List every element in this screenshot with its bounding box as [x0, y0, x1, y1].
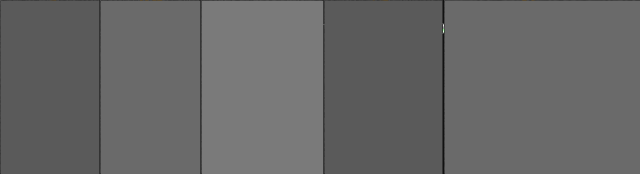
- Text: c): c): [206, 157, 218, 167]
- Text: ground truth: ground truth: [486, 23, 561, 36]
- Text: a): a): [4, 157, 17, 167]
- Text: e): e): [451, 157, 464, 167]
- Text: d): d): [328, 157, 342, 167]
- Text: DIR-DIST: DIR-DIST: [275, 23, 327, 36]
- Text: ITER (stop): ITER (stop): [381, 23, 445, 36]
- Text: b): b): [104, 157, 118, 167]
